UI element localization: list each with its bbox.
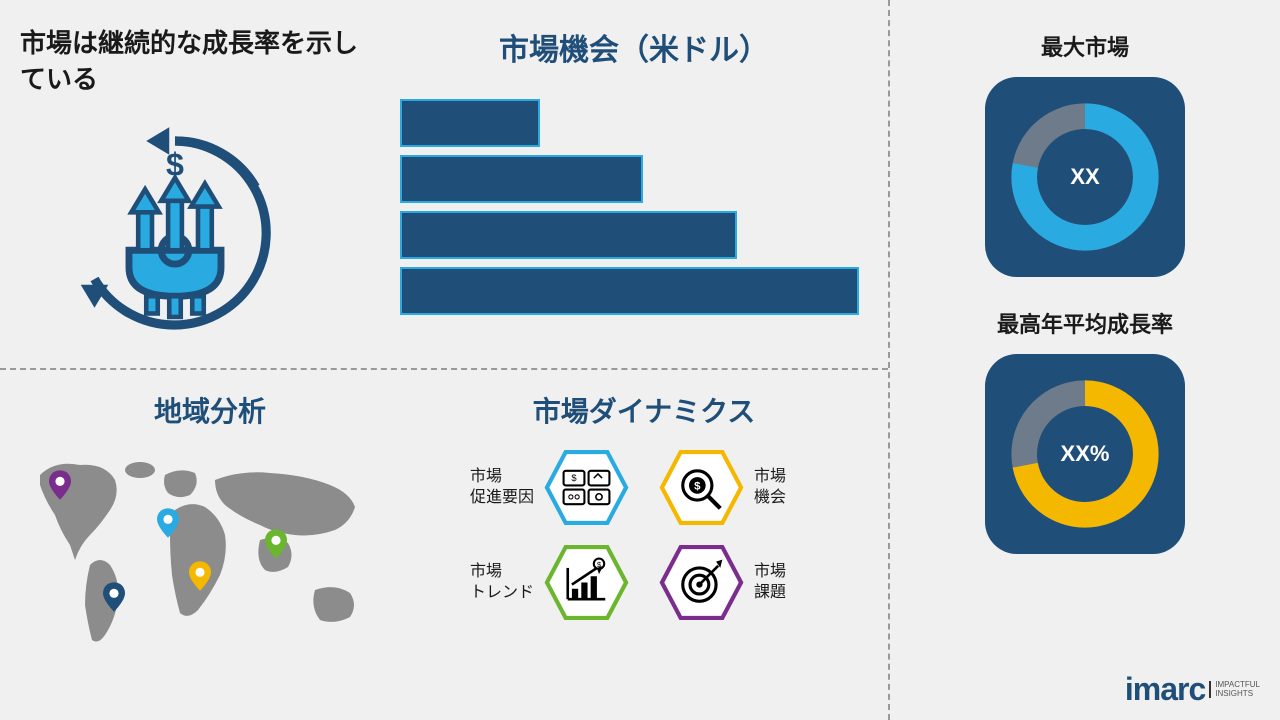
dynamics-label: 市場トレンド [470, 562, 534, 604]
svg-text:$: $ [571, 473, 577, 483]
bar [400, 155, 643, 203]
world-map [20, 445, 380, 655]
hexagon-icon: $ [544, 450, 629, 525]
dynamics-block: 市場ダイナミクス $ 市場促進要因 $ 市場機会 $ 市場トレンド 市場課題 [400, 390, 868, 700]
opportunity-title: 市場機会（米ドル） [400, 25, 868, 69]
kpi2-title: 最高年平均成長率 [997, 307, 1173, 339]
kpi1-value: XX [1070, 164, 1099, 190]
logo-tagline2: INSIGHTS [1215, 690, 1260, 699]
hexagon-icon: $ [544, 545, 629, 620]
regional-title: 地域分析 [20, 390, 400, 430]
bar [400, 267, 859, 315]
dynamics-item: $ 市場トレンド [430, 545, 629, 620]
dynamics-label: 市場機会 [754, 467, 786, 509]
dynamics-item: $ 市場機会 [659, 450, 858, 525]
growth-block: 市場は継続的な成長率を示している $ [20, 25, 380, 348]
dynamics-item: $ 市場促進要因 [430, 450, 629, 525]
bar [400, 99, 540, 147]
hexagon-icon [659, 545, 744, 620]
growth-gear-icon: $ [60, 118, 290, 348]
kpi2-value: XX% [1061, 441, 1110, 467]
kpi1-title: 最大市場 [1041, 30, 1129, 62]
dynamics-label: 市場促進要因 [470, 467, 534, 509]
dynamics-item: 市場課題 [659, 545, 858, 620]
dynamics-title: 市場ダイナミクス [420, 390, 868, 430]
hexagon-icon: $ [659, 450, 744, 525]
logo: imarc IMPACTFUL INSIGHTS [1125, 671, 1260, 708]
map-pin-icon [49, 470, 71, 500]
map-pin-icon [103, 582, 125, 612]
logo-text: imarc [1125, 671, 1205, 708]
map-pin-icon [189, 561, 211, 591]
kpi2-card: XX% [985, 354, 1185, 554]
opportunity-block: 市場機会（米ドル） [380, 25, 868, 348]
svg-text:$: $ [597, 560, 601, 569]
regional-block: 地域分析 [20, 390, 400, 700]
map-pin-icon [157, 508, 179, 538]
bar [400, 211, 737, 259]
svg-text:$: $ [694, 481, 701, 493]
growth-title: 市場は継続的な成長率を示している [20, 25, 380, 98]
kpi1-card: XX [985, 77, 1185, 277]
bar-chart [400, 99, 868, 315]
map-pin-icon [265, 529, 287, 559]
dynamics-label: 市場課題 [754, 562, 786, 604]
